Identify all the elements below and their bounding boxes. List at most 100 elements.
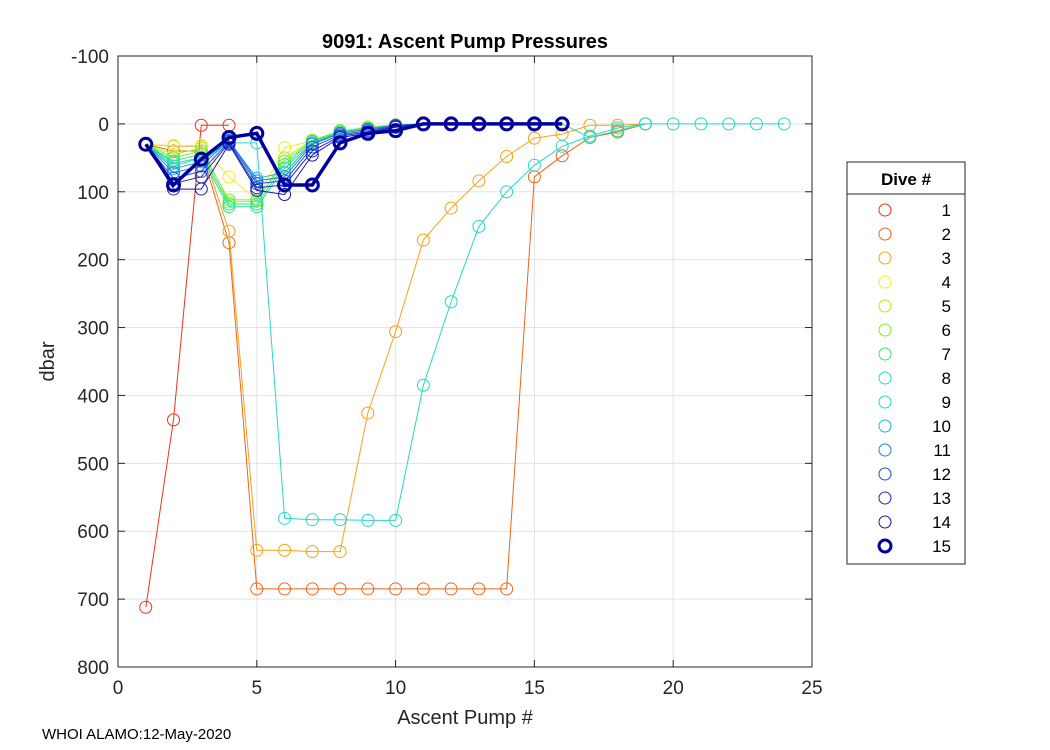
data-point-dive-4 — [222, 170, 236, 184]
data-point-dive-2 — [278, 582, 292, 596]
data-point-dive-2 — [333, 582, 347, 596]
legend-label-dive-2: 2 — [942, 225, 951, 244]
x-tick-label: 10 — [385, 678, 406, 699]
legend-marker-dive-14 — [878, 515, 892, 529]
footer-label: WHOI ALAMO:12-May-2020 — [42, 726, 232, 743]
x-axis-label: Ascent Pump # — [397, 707, 534, 729]
data-point-dive-15 — [193, 151, 209, 167]
data-point-dive-2 — [472, 582, 486, 596]
x-tick-label: 5 — [252, 678, 263, 699]
data-point-dive-9 — [389, 513, 403, 527]
data-point-dive-15 — [415, 116, 431, 132]
series-line-1 — [145, 124, 229, 608]
x-tick-label: 25 — [801, 678, 822, 699]
y-tick-label: 600 — [77, 522, 109, 543]
data-point-dive-4 — [278, 141, 292, 155]
data-point-dive-15 — [332, 135, 348, 151]
x-tick-label: 20 — [663, 678, 684, 699]
legend-box — [846, 161, 966, 565]
data-point-dive-15 — [249, 125, 265, 141]
data-point-dive-9 — [611, 121, 625, 135]
data-point-dive-9 — [722, 117, 736, 131]
data-point-dive-9 — [472, 219, 486, 233]
data-point-dive-3 — [222, 224, 236, 238]
data-point-dive-14 — [250, 183, 264, 197]
data-point-dive-15 — [554, 116, 570, 132]
legend-label-dive-3: 3 — [942, 249, 951, 268]
legend-label-dive-13: 13 — [932, 489, 951, 508]
legend-marker-dive-15 — [877, 538, 893, 554]
data-point-dive-15 — [304, 177, 320, 193]
chart-title: 9091: Ascent Pump Pressures — [322, 31, 608, 53]
data-point-dive-2 — [500, 582, 514, 596]
legend-marker-dive-11 — [878, 443, 892, 457]
data-point-dive-3 — [500, 149, 514, 163]
legend-label-dive-11: 11 — [933, 441, 951, 460]
legend-marker-dive-12 — [878, 467, 892, 481]
y-tick-label: 400 — [77, 386, 109, 407]
data-point-dive-9 — [527, 158, 541, 172]
data-point-dive-2 — [305, 582, 319, 596]
data-point-dive-9 — [305, 513, 319, 527]
data-point-dive-2 — [444, 582, 458, 596]
legend-marker-dive-9 — [878, 395, 892, 409]
data-point-dive-15 — [138, 136, 154, 152]
legend-marker-dive-8 — [878, 371, 892, 385]
data-point-dive-14 — [278, 187, 292, 201]
data-point-dive-7 — [250, 197, 264, 211]
data-point-dive-3 — [527, 131, 541, 145]
legend-marker-dive-3 — [878, 251, 892, 265]
data-point-dive-9 — [749, 117, 763, 131]
data-point-dive-3 — [250, 543, 264, 557]
legend-label-dive-10: 10 — [932, 417, 951, 436]
data-point-dive-8 — [222, 200, 236, 214]
data-point-dive-14 — [305, 148, 319, 162]
legend-label-dive-15: 15 — [932, 537, 951, 556]
y-tick-label: 0 — [98, 115, 109, 136]
axes-box — [117, 55, 813, 668]
data-point-dive-1 — [194, 118, 208, 132]
data-point-dive-9 — [333, 513, 347, 527]
data-point-dive-15 — [388, 123, 404, 139]
data-point-dive-14 — [194, 182, 208, 196]
data-point-dive-7 — [222, 197, 236, 211]
data-point-dive-9 — [694, 117, 708, 131]
series-line-15 — [144, 122, 563, 188]
data-point-dive-15 — [360, 125, 376, 141]
legend-marker-dive-4 — [878, 275, 892, 289]
data-point-dive-15 — [166, 177, 182, 193]
data-point-dive-9 — [416, 378, 430, 392]
data-point-dive-8 — [278, 161, 292, 175]
series-line-9 — [145, 123, 785, 521]
data-point-dive-3 — [472, 174, 486, 188]
y-tick-label: 700 — [77, 590, 109, 611]
data-point-dive-2 — [555, 149, 569, 163]
data-point-dive-3 — [278, 543, 292, 557]
legend-label-dive-5: 5 — [942, 297, 951, 316]
data-point-dive-1 — [167, 413, 181, 427]
legend-label-dive-1: 1 — [942, 201, 951, 220]
y-tick-label: 100 — [77, 183, 109, 204]
legend-marker-dive-7 — [878, 347, 892, 361]
series-line-2 — [145, 123, 646, 590]
legend-marker-dive-10 — [878, 419, 892, 433]
legend-title: Dive # — [881, 170, 932, 189]
data-point-dive-5 — [278, 151, 292, 165]
data-point-dive-9 — [500, 185, 514, 199]
data-point-dive-15 — [221, 129, 237, 145]
data-point-dive-15 — [443, 116, 459, 132]
legend-marker-dive-6 — [878, 323, 892, 337]
legend-label-dive-14: 14 — [932, 513, 951, 532]
data-point-dive-15 — [277, 177, 293, 193]
x-tick-label: 0 — [113, 678, 124, 699]
legend-marker-dive-2 — [878, 227, 892, 241]
y-axis-label: dbar — [37, 341, 59, 381]
data-point-dive-3 — [389, 325, 403, 339]
legend-label-dive-6: 6 — [942, 321, 951, 340]
series-line-3 — [145, 123, 646, 553]
data-point-dive-9 — [777, 117, 791, 131]
data-point-dive-9 — [583, 129, 597, 143]
x-tick-label: 15 — [524, 678, 545, 699]
y-tick-label: -100 — [71, 47, 109, 68]
